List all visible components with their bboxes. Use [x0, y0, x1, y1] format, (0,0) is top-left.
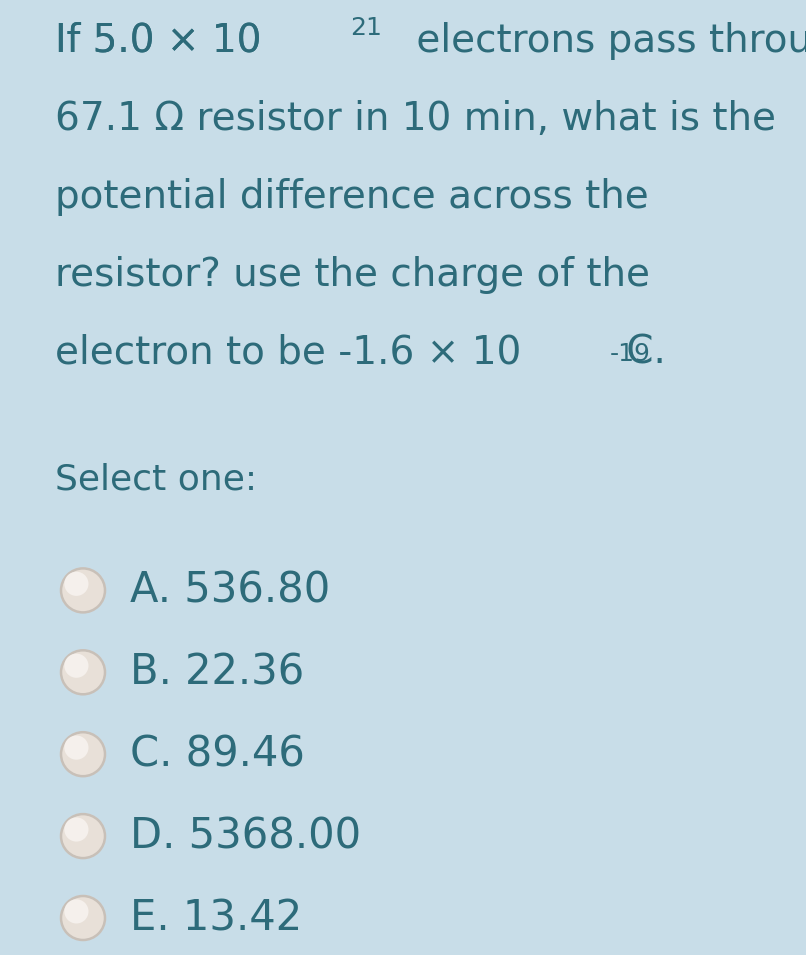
Text: E. 13.42: E. 13.42 — [130, 897, 302, 939]
Text: A. 536.80: A. 536.80 — [130, 569, 330, 611]
Circle shape — [64, 735, 89, 759]
Text: C.: C. — [614, 334, 666, 372]
Text: 67.1 Ω resistor in 10 min, what is the: 67.1 Ω resistor in 10 min, what is the — [55, 100, 776, 138]
Text: If 5.0 × 10: If 5.0 × 10 — [55, 22, 261, 60]
Text: C. 89.46: C. 89.46 — [130, 733, 305, 775]
Text: Select one:: Select one: — [55, 463, 257, 497]
Text: If 5.0 × 10: If 5.0 × 10 — [55, 22, 261, 60]
Text: D. 5368.00: D. 5368.00 — [130, 816, 361, 857]
Circle shape — [64, 900, 89, 923]
Text: 21: 21 — [350, 16, 382, 40]
Circle shape — [61, 814, 105, 859]
Text: resistor? use the charge of the: resistor? use the charge of the — [55, 256, 650, 294]
Text: electrons pass through a: electrons pass through a — [404, 22, 806, 60]
Circle shape — [64, 572, 89, 596]
Text: potential difference across the: potential difference across the — [55, 178, 649, 216]
Circle shape — [61, 568, 105, 612]
Circle shape — [61, 896, 105, 940]
Text: B. 22.36: B. 22.36 — [130, 651, 304, 693]
Circle shape — [64, 817, 89, 841]
Text: electron to be -1.6 × 10: electron to be -1.6 × 10 — [55, 334, 521, 372]
Text: -19: -19 — [610, 342, 650, 366]
Circle shape — [61, 732, 105, 776]
Circle shape — [64, 653, 89, 678]
Circle shape — [61, 650, 105, 694]
